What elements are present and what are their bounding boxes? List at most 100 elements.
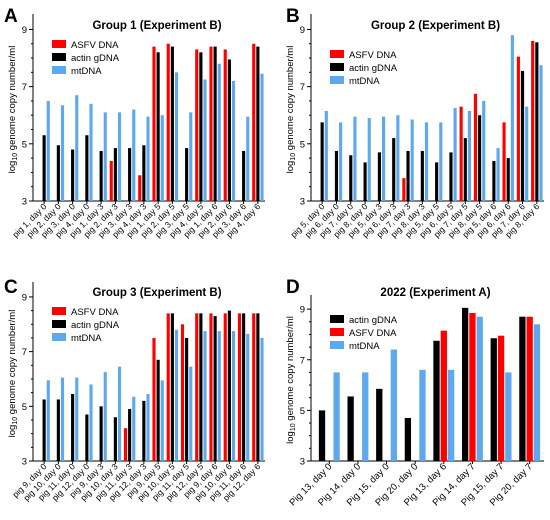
- bar-mtdna: [496, 148, 500, 201]
- bar-mtdna: [75, 95, 79, 201]
- bar-asfv-dna: [138, 175, 142, 201]
- panel-letter: C: [4, 277, 18, 298]
- bar-actin-gdna: [99, 406, 103, 461]
- bar-actin-gdna: [128, 148, 132, 201]
- bar-mtdna: [482, 100, 486, 201]
- bar-actin-gdna: [449, 152, 453, 201]
- bar-mtdna: [410, 119, 414, 201]
- bar-mtdna: [396, 115, 400, 201]
- legend-label: mtDNA: [71, 66, 102, 77]
- bar-mtdna: [510, 35, 514, 201]
- bar-asfv-dna: [252, 43, 256, 201]
- bar-actin-gdna: [85, 414, 89, 461]
- bar-actin-gdna: [227, 59, 231, 201]
- legend-label: ASFV DNA: [349, 328, 397, 339]
- y-tick-label: 5: [300, 406, 305, 417]
- bar-asfv-dna: [497, 335, 505, 461]
- bar-actin-gdna: [347, 396, 354, 461]
- legend-label: actin gDNA: [349, 315, 398, 326]
- panel-letter: B: [286, 6, 300, 27]
- bar-asfv-dna: [166, 313, 170, 461]
- bar-mtdna: [453, 108, 457, 201]
- bar-asfv-dna: [223, 49, 227, 201]
- bar-actin-gdna: [519, 316, 526, 461]
- legend-swatch: [330, 341, 344, 349]
- bar-asfv-dna: [223, 313, 227, 461]
- y-axis-label-subscript: 10: [12, 153, 19, 161]
- bar-asfv-dna: [152, 337, 156, 461]
- bar-mtdna: [160, 380, 164, 461]
- bar-mtdna: [89, 384, 93, 461]
- y-tick-label: 7: [22, 347, 27, 358]
- bar-mtdna: [103, 112, 107, 201]
- bar-actin-gdna: [56, 399, 60, 461]
- bar-mtdna: [476, 316, 483, 461]
- bar-mtdna: [60, 105, 65, 201]
- bar-asfv-dna: [152, 46, 156, 201]
- legend-swatch: [330, 328, 344, 336]
- legend-label: mtDNA: [71, 333, 102, 344]
- bar-mtdna: [505, 372, 512, 461]
- y-tick-label: 7: [300, 355, 305, 366]
- bar-mtdna: [89, 103, 93, 201]
- bar-actin-gdna: [490, 338, 497, 461]
- y-tick-label: 3: [300, 197, 305, 208]
- bar-actin-gdna: [349, 155, 353, 201]
- panel-letter: A: [4, 6, 18, 27]
- legend-swatch: [52, 320, 66, 328]
- bar-actin-gdna: [463, 138, 467, 201]
- bar-mtdna: [146, 116, 150, 201]
- bar-asfv-dna: [195, 49, 199, 201]
- bar-actin-gdna: [318, 410, 326, 461]
- bar-asfv-dna: [531, 40, 535, 201]
- bar-asfv-dna: [123, 428, 128, 461]
- bar-actin-gdna: [392, 138, 396, 201]
- bar-mtdna: [60, 377, 65, 461]
- bar-actin-gdna: [85, 135, 89, 201]
- bar-mtdna: [525, 106, 529, 201]
- legend-swatch: [330, 50, 344, 58]
- bar-mtdna: [381, 116, 386, 201]
- y-tick-label: 7: [300, 82, 305, 93]
- bar-actin-gdna: [156, 52, 160, 201]
- bar-mtdna: [117, 366, 122, 461]
- bar-mtdna: [46, 380, 50, 461]
- legend-swatch: [330, 63, 344, 71]
- y-axis-label-rest: genome copy number/ml: [285, 46, 296, 153]
- bar-mtdna: [467, 110, 472, 201]
- bar-actin-gdna: [363, 162, 367, 201]
- bar-asfv-dna: [180, 324, 185, 461]
- legend-swatch: [52, 53, 66, 61]
- bar-asfv-dna: [469, 312, 476, 461]
- bar-actin-gdna: [128, 409, 132, 461]
- bar-actin-gdna: [492, 160, 496, 201]
- legend-swatch: [52, 307, 66, 315]
- chart-title: Group 1 (Experiment B): [92, 20, 221, 32]
- bar-actin-gdna: [142, 145, 146, 201]
- y-tick-label: 9: [300, 25, 305, 36]
- bar-mtdna: [174, 329, 179, 461]
- bar-mtdna: [390, 349, 398, 461]
- bar-mtdna: [339, 122, 343, 201]
- bar-mtdna: [189, 366, 193, 461]
- bar-actin-gdna: [376, 388, 383, 461]
- bar-actin-gdna: [142, 400, 146, 461]
- legend-swatch: [52, 333, 66, 341]
- bar-actin-gdna: [199, 52, 203, 201]
- bar-mtdna: [260, 73, 264, 201]
- bar-asfv-dna: [166, 43, 170, 201]
- bar-mtdna: [189, 112, 193, 201]
- bar-actin-gdna: [71, 149, 75, 201]
- y-axis-label: log10 genome copy number/ml: [285, 316, 297, 444]
- legend-label: ASFV DNA: [71, 307, 119, 318]
- bar-actin-gdna: [56, 145, 60, 201]
- bar-mtdna: [132, 109, 136, 201]
- y-axis-label-subscript: 10: [290, 153, 297, 161]
- bar-actin-gdna: [42, 135, 46, 201]
- bar-actin-gdna: [170, 313, 174, 461]
- bar-actin-gdna: [71, 394, 75, 461]
- bar-mtdna: [353, 116, 357, 201]
- bar-actin-gdna: [406, 150, 410, 201]
